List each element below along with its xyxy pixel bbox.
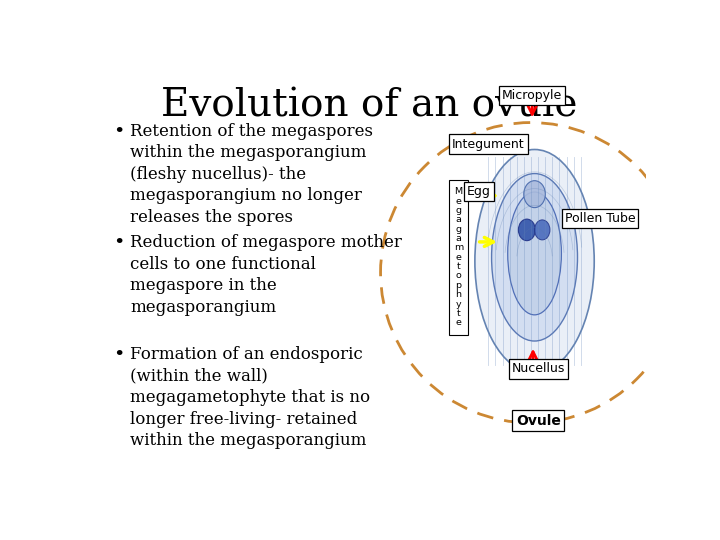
Text: Nucellus: Nucellus: [512, 362, 565, 375]
Text: •: •: [113, 234, 125, 252]
Text: Formation of an endosporic
(within the wall)
megagametophyte that is no
longer f: Formation of an endosporic (within the w…: [130, 346, 370, 449]
Ellipse shape: [475, 150, 594, 373]
Text: Evolution of an ovule: Evolution of an ovule: [161, 88, 577, 125]
Text: Integument: Integument: [452, 138, 525, 151]
FancyBboxPatch shape: [449, 179, 467, 335]
Ellipse shape: [492, 173, 577, 341]
Text: Pollen Tube: Pollen Tube: [564, 212, 635, 225]
Text: M
e
g
a
g
a
m
e
t
o
p
h
y
t
e: M e g a g a m e t o p h y t e: [454, 187, 463, 327]
Ellipse shape: [518, 219, 536, 241]
Text: Retention of the megaspores
within the megasporangium
(fleshy nucellus)- the
meg: Retention of the megaspores within the m…: [130, 123, 373, 226]
Text: •: •: [113, 346, 125, 364]
Ellipse shape: [534, 220, 550, 240]
Text: •: •: [113, 123, 125, 140]
Text: Egg: Egg: [467, 185, 491, 198]
Text: Ovule: Ovule: [516, 414, 561, 428]
Text: Reduction of megaspore mother
cells to one functional
megaspore in the
megaspora: Reduction of megaspore mother cells to o…: [130, 234, 402, 316]
Ellipse shape: [508, 192, 562, 315]
Text: Micropyle: Micropyle: [502, 89, 562, 102]
Ellipse shape: [523, 181, 545, 208]
